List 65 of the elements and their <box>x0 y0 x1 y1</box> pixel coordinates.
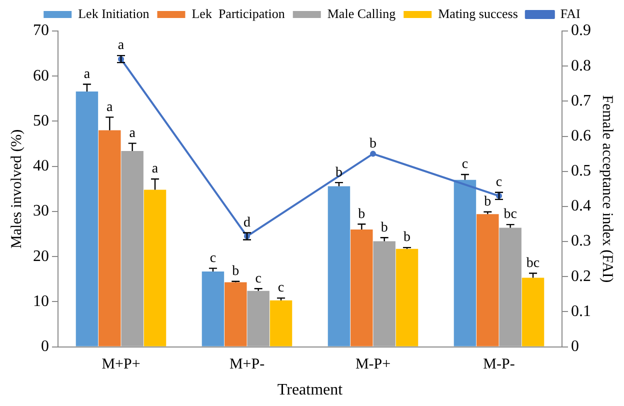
y-tick-label: 40 <box>33 158 49 175</box>
y-tick-label: 60 <box>33 67 49 84</box>
data-label: b <box>232 264 240 280</box>
y2-tick-label: 0.5 <box>571 162 591 180</box>
y-tick-label: 20 <box>33 248 49 265</box>
y-tick-label: 70 <box>33 22 49 40</box>
x-tick-label: M-P+ <box>355 356 391 373</box>
data-label: bc <box>526 256 540 271</box>
x-tick-label: M-P- <box>483 356 515 373</box>
y-tick-label: 50 <box>33 112 49 130</box>
data-label: a <box>106 100 114 115</box>
y-tick-label: 0 <box>41 338 49 356</box>
bar <box>270 300 292 346</box>
legend-label: Mating success <box>438 6 518 21</box>
data-label: c <box>255 271 262 286</box>
bar <box>350 230 373 346</box>
bar <box>476 214 499 346</box>
y2-tick-label: 0.2 <box>571 268 591 285</box>
y2-tick-label: 0.6 <box>571 127 591 144</box>
bar <box>224 282 247 346</box>
legend-label: Male Calling <box>327 6 396 21</box>
bar <box>396 248 418 346</box>
bar <box>247 290 270 346</box>
data-label: a <box>118 38 125 54</box>
data-label: b <box>370 136 376 152</box>
y2-tick-label: 0.3 <box>571 232 591 250</box>
bar <box>121 151 144 346</box>
bar <box>98 130 121 346</box>
y2-tick-label: 0.4 <box>571 198 591 215</box>
bar <box>454 180 476 346</box>
legend-label: Lek Participation <box>192 6 286 21</box>
x-tick-label: M+P- <box>229 356 265 373</box>
y-tick-label: 30 <box>33 202 49 220</box>
data-label: c <box>278 280 284 296</box>
y2-axis-title: Female acceptance index (FAI) <box>599 95 616 283</box>
bar <box>373 241 396 346</box>
bar <box>499 228 522 346</box>
y2-tick-label: 0.9 <box>571 22 591 40</box>
bar <box>522 278 544 346</box>
data-label: a <box>84 66 91 82</box>
bar <box>328 186 350 346</box>
legend-label: Lek Initiation <box>78 6 150 21</box>
y2-tick-label: 0.7 <box>571 92 591 110</box>
data-label: d <box>244 215 250 230</box>
bar <box>202 271 224 346</box>
data-label: c <box>210 250 216 266</box>
data-label: b <box>358 206 366 222</box>
data-label: a <box>129 126 136 142</box>
data-label: bc <box>504 207 517 222</box>
x-tick-label: M+P+ <box>102 356 140 373</box>
y2-tick-label: 0.8 <box>571 57 591 74</box>
bar <box>76 91 98 346</box>
y2-tick-label: 0 <box>571 338 579 356</box>
bar <box>144 190 166 346</box>
data-label: a <box>152 162 159 177</box>
legend-label: FAI <box>560 6 580 21</box>
data-label: c <box>462 157 468 172</box>
data-label: b <box>404 230 411 246</box>
x-axis-title: Treatment <box>277 382 344 399</box>
data-label: c <box>496 175 502 190</box>
y-tick-label: 10 <box>33 292 49 310</box>
y-axis-title: Males involved (%) <box>8 129 25 248</box>
data-label: b <box>484 194 492 210</box>
y2-tick-label: 0.1 <box>571 302 591 320</box>
data-label: b <box>380 220 388 236</box>
